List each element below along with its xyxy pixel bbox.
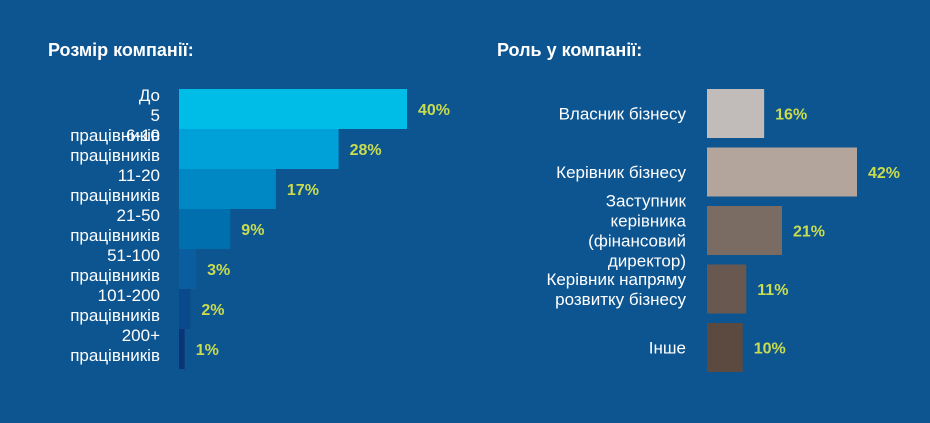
size-category-label-4: 21-50 працівників: [70, 206, 160, 245]
role-bar-2: [707, 147, 857, 197]
company-role-title: Роль у компанії:: [497, 40, 643, 60]
role-value-label-2: 42%: [868, 165, 900, 182]
size-category-label-1: До 5 працівників: [70, 86, 160, 145]
size-value-label-6: 2%: [201, 302, 224, 319]
size-value-label-1: 40%: [418, 102, 450, 119]
size-value-label-2: 28%: [350, 142, 382, 159]
role-bar-5: [707, 323, 743, 372]
size-bar-1: [179, 89, 407, 129]
size-category-label-2: 6-10 працівників: [70, 126, 160, 165]
size-value-label-7: 1%: [196, 342, 219, 359]
role-category-label-5: Інше: [649, 339, 686, 358]
role-bar-4: [707, 264, 747, 314]
role-bar-3: [707, 206, 782, 255]
size-category-label-5: 51-100 працівників: [70, 246, 160, 285]
role-bar-1: [707, 89, 765, 138]
role-value-label-3: 21%: [793, 224, 825, 241]
role-value-label-1: 16%: [775, 107, 807, 124]
role-category-label-3: Заступник керівника (фінансовий директор): [588, 192, 686, 271]
size-category-label-6: 101-200 працівників: [70, 286, 160, 325]
size-category-label-3: 11-20 працівників: [70, 166, 160, 205]
role-category-label-4: Керівник напряму розвитку бізнесу: [546, 270, 686, 309]
size-bar-2: [179, 129, 339, 169]
role-value-label-4: 11%: [757, 282, 788, 299]
size-value-label-5: 3%: [207, 262, 230, 279]
size-bar-7: [179, 329, 185, 369]
size-category-label-7: 200+ працівників: [70, 326, 160, 365]
company-size-title: Розмір компанії:: [48, 40, 194, 60]
role-category-label-2: Керівник бізнесу: [556, 163, 686, 182]
size-bar-3: [179, 169, 276, 209]
size-value-label-4: 9%: [241, 222, 264, 239]
role-value-label-5: 10%: [754, 341, 786, 358]
size-bar-5: [179, 249, 197, 289]
role-category-label-1: Власник бізнесу: [559, 105, 687, 124]
size-value-label-3: 17%: [287, 182, 319, 199]
size-bar-4: [179, 209, 231, 249]
size-bar-6: [179, 289, 191, 329]
